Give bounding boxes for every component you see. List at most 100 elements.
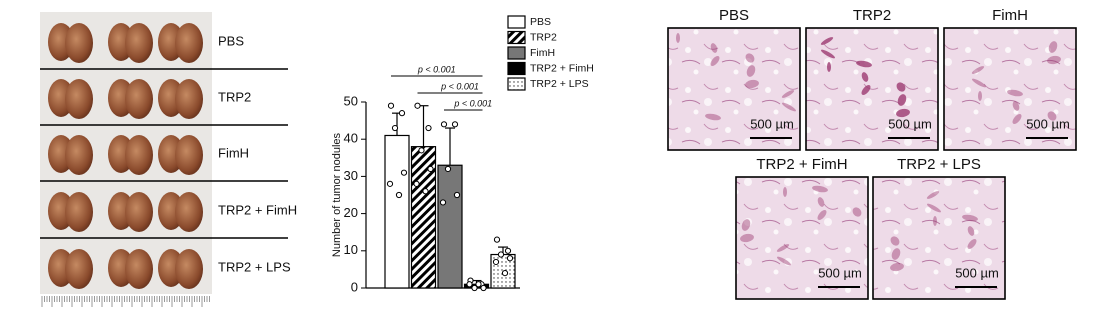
data-point <box>497 251 505 258</box>
histology-image <box>943 27 1077 151</box>
vessel <box>777 256 791 266</box>
panel-title: PBS <box>719 7 749 24</box>
vessel <box>1012 101 1020 111</box>
data-point <box>501 270 509 277</box>
vessel <box>1047 111 1057 121</box>
lung-lobe <box>65 135 93 175</box>
data-point <box>427 165 434 173</box>
scale-bar-label: 500 µm <box>750 116 794 131</box>
data-point <box>422 188 429 195</box>
panel-title: TRP2 + FimH <box>756 156 847 173</box>
significance-label: p < 0.001 <box>417 64 456 74</box>
data-point <box>400 169 408 176</box>
vessel <box>967 226 975 236</box>
histology-image <box>667 27 801 151</box>
vessel <box>710 56 720 66</box>
scale-bar-label: 500 µm <box>818 265 862 280</box>
vessel <box>741 219 751 231</box>
vessel <box>962 214 978 222</box>
data-point <box>453 191 461 199</box>
data-point <box>480 284 487 292</box>
data-point <box>395 191 403 199</box>
data-point <box>425 124 432 132</box>
data-point <box>440 121 448 128</box>
histology-image <box>872 176 1006 300</box>
y-tick-label: 30 <box>344 168 358 183</box>
data-point <box>466 281 473 288</box>
bar <box>410 146 437 289</box>
legend-label: TRP2 + FimH <box>530 62 594 74</box>
histology-image <box>805 27 939 151</box>
y-tick-label: 50 <box>344 93 358 108</box>
legend-label: TRP2 <box>530 31 557 43</box>
vessel <box>1007 89 1023 97</box>
vessel <box>1012 114 1022 124</box>
vessel <box>740 233 754 243</box>
lung-lobe <box>125 79 153 119</box>
row-label: TRP2 + FimH <box>218 202 297 217</box>
vessel <box>776 244 790 252</box>
lung-lobe <box>125 192 153 232</box>
vessel <box>971 66 985 74</box>
lung-lobe <box>125 135 153 175</box>
data-point <box>471 284 478 292</box>
legend-swatch <box>507 46 526 60</box>
data-point <box>418 147 425 154</box>
legend-swatch <box>507 15 526 29</box>
y-tick-label: 10 <box>344 242 358 257</box>
bar <box>437 164 463 289</box>
vessel <box>812 185 828 193</box>
bar <box>384 134 410 289</box>
y-tick-label: 0 <box>351 279 358 294</box>
vessel <box>827 62 831 72</box>
y-tick-label: 40 <box>344 131 358 146</box>
data-point <box>398 110 406 117</box>
lung-lobe <box>175 192 203 232</box>
vessel <box>967 239 977 249</box>
vessel <box>676 33 680 43</box>
data-point <box>444 165 452 173</box>
lung-panel: PBS TRP2 FimH TRP2 + FimH TRP2 + LPS <box>40 23 297 307</box>
vessel <box>896 82 906 92</box>
vessel <box>781 90 795 98</box>
lung-lobe <box>175 23 203 63</box>
lung-lobe <box>175 79 203 119</box>
y-axis-label: Number of tumor nodules <box>331 132 343 257</box>
scale-bar-label: 500 µm <box>888 116 932 131</box>
data-point <box>387 102 395 109</box>
histology-image <box>735 176 869 300</box>
lung-lobe <box>125 23 153 63</box>
vessel <box>1047 55 1061 65</box>
panel-title: TRP2 + LPS <box>897 156 981 173</box>
lung-lobe <box>175 135 203 175</box>
vessel <box>890 262 904 272</box>
vessel <box>861 72 869 82</box>
significance-label: p < 0.001 <box>440 81 479 91</box>
row-label: PBS <box>218 33 244 48</box>
legend-swatch <box>507 30 526 45</box>
vessel <box>705 113 721 121</box>
vessel <box>927 203 941 213</box>
vessel <box>1048 41 1058 53</box>
row-label: TRP2 <box>218 89 251 104</box>
lung-lobe <box>125 249 153 289</box>
scale-bar-label: 500 µm <box>1026 116 1070 131</box>
vessel <box>852 207 862 217</box>
vessel <box>972 78 986 88</box>
row-label: FimH <box>218 145 249 160</box>
vessel <box>817 197 825 207</box>
bar-chart: 0 10 20 30 40 50 Number of tumor nodules PBS TRP… <box>331 15 594 294</box>
data-point <box>413 180 420 187</box>
legend-label: FimH <box>530 47 555 59</box>
lung-lobe <box>65 249 93 289</box>
vessel <box>897 94 907 106</box>
row-label: TRP2 + LPS <box>218 259 291 274</box>
legend-swatch <box>507 61 526 76</box>
vessel <box>978 91 982 101</box>
y-tick-label: 20 <box>344 205 358 220</box>
vessel <box>782 102 796 112</box>
data-point <box>492 258 500 266</box>
legend-label: PBS <box>530 16 551 28</box>
vessel <box>861 85 871 95</box>
